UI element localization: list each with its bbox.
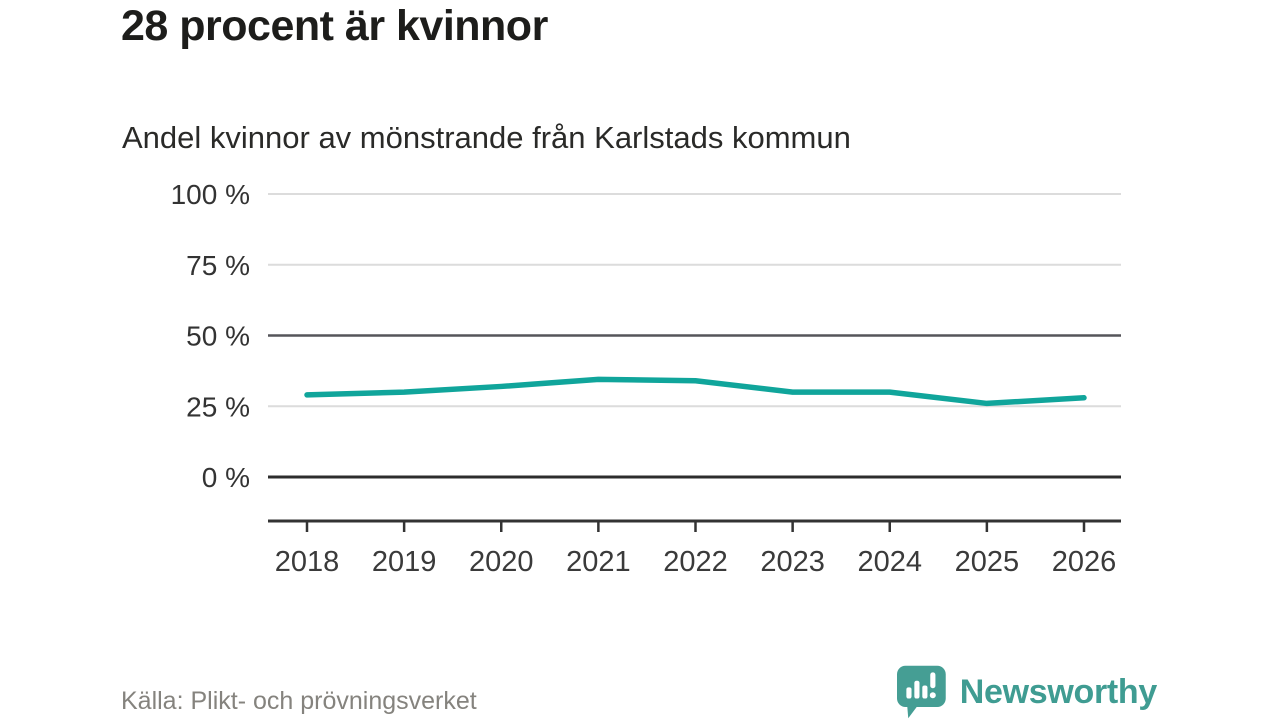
x-axis-labels: 2018 2019 2020 2021 2022 2023 2024 2025 2026 — [275, 546, 1117, 578]
x-tick-label: 2021 — [566, 546, 631, 578]
x-tick-label: 2025 — [955, 546, 1020, 578]
x-tick-label: 2024 — [857, 546, 922, 578]
x-tick-label: 2019 — [372, 546, 437, 578]
data-line-group — [304, 376, 1087, 407]
data-line — [304, 376, 1087, 407]
page-title: 28 procent är kvinnor — [121, 2, 548, 50]
y-axis-labels: 100 % 75 % 50 % 25 % 0 % — [171, 179, 250, 493]
x-tick-label: 2020 — [469, 546, 534, 578]
y-tick-label: 25 % — [186, 391, 250, 422]
x-tick-label: 2026 — [1052, 546, 1117, 578]
chart-bubble-icon — [897, 665, 946, 719]
x-tick-label: 2022 — [663, 546, 728, 578]
source-caption: Källa: Plikt- och prövningsverket — [121, 687, 477, 715]
x-tick-label: 2023 — [760, 546, 825, 578]
x-tick-label: 2018 — [275, 546, 340, 578]
gridlines — [268, 193, 1121, 479]
logo-wordmark: Newsworthy — [959, 672, 1158, 711]
chart-subtitle: Andel kvinnor av mönstrande från Karlsta… — [122, 120, 851, 155]
y-tick-label: 75 % — [186, 250, 250, 281]
x-axis — [268, 519, 1121, 532]
newsworthy-logo: Newsworthy — [897, 664, 1157, 720]
y-tick-label: 100 % — [171, 179, 250, 210]
y-tick-label: 50 % — [186, 321, 250, 352]
y-tick-label: 0 % — [202, 462, 250, 493]
